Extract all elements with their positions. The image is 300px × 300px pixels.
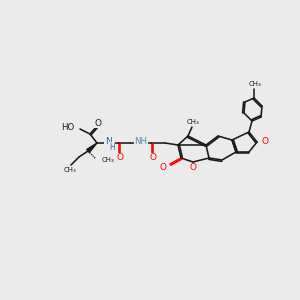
Text: O: O (94, 118, 101, 127)
Text: HO: HO (61, 124, 74, 133)
Text: CH₃: CH₃ (64, 167, 76, 173)
Text: NH: NH (134, 137, 148, 146)
Text: H: H (109, 142, 115, 152)
Text: O: O (190, 164, 196, 172)
Text: CH₃: CH₃ (249, 81, 261, 87)
Text: CH₃: CH₃ (102, 157, 115, 163)
Text: N: N (105, 136, 111, 146)
Polygon shape (87, 143, 97, 152)
Text: O: O (262, 137, 269, 146)
Text: CH₃: CH₃ (187, 119, 200, 125)
Text: O: O (159, 163, 166, 172)
Text: O: O (149, 154, 157, 163)
Text: O: O (116, 154, 124, 163)
